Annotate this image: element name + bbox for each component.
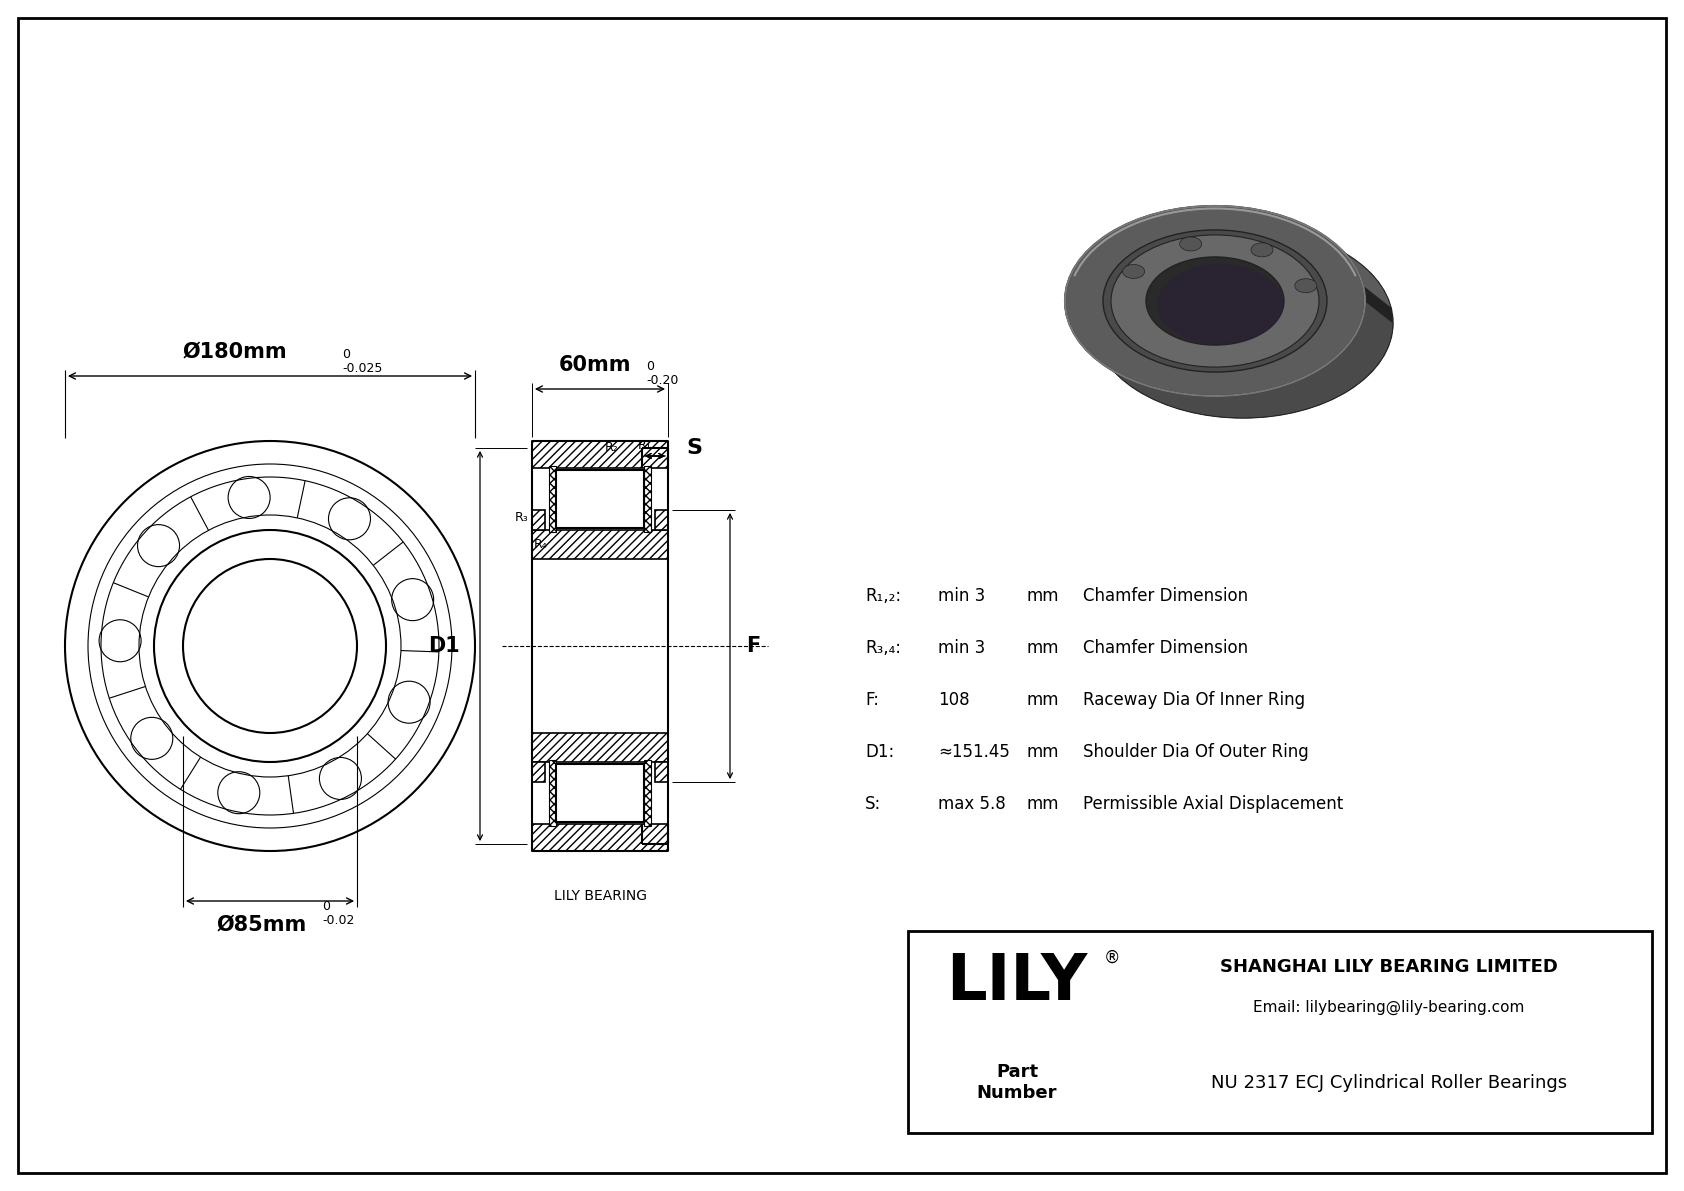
Ellipse shape xyxy=(1157,264,1283,344)
Text: Chamfer Dimension: Chamfer Dimension xyxy=(1083,587,1248,605)
Text: R₄: R₄ xyxy=(534,538,547,551)
Bar xyxy=(532,441,669,468)
Bar xyxy=(655,510,669,530)
Text: R₃: R₃ xyxy=(514,511,529,524)
Ellipse shape xyxy=(1295,279,1317,293)
Text: -0.20: -0.20 xyxy=(647,374,679,387)
Bar xyxy=(532,510,546,530)
Text: 0: 0 xyxy=(647,361,653,374)
Text: D1:: D1: xyxy=(866,743,894,761)
Text: -0.025: -0.025 xyxy=(342,362,382,374)
Bar xyxy=(532,732,669,762)
Text: 0: 0 xyxy=(342,348,350,361)
Text: D1: D1 xyxy=(428,636,460,656)
Text: 0: 0 xyxy=(322,900,330,913)
Text: mm: mm xyxy=(1027,743,1059,761)
Text: R₃,₄:: R₃,₄: xyxy=(866,640,901,657)
Text: Email: lilybearing@lily-bearing.com: Email: lilybearing@lily-bearing.com xyxy=(1253,1000,1524,1016)
Polygon shape xyxy=(1073,301,1393,418)
Text: Ø180mm: Ø180mm xyxy=(182,342,288,362)
Text: LILY: LILY xyxy=(946,950,1088,1012)
Text: ®: ® xyxy=(1105,948,1120,967)
Polygon shape xyxy=(1068,206,1391,308)
Text: 60mm: 60mm xyxy=(559,355,632,375)
Text: R₂: R₂ xyxy=(605,441,618,454)
Text: F:: F: xyxy=(866,691,879,709)
Ellipse shape xyxy=(1123,264,1145,279)
Text: mm: mm xyxy=(1027,640,1059,657)
Ellipse shape xyxy=(1180,237,1202,251)
Bar xyxy=(908,931,1652,1133)
Text: Ø85mm: Ø85mm xyxy=(217,915,306,935)
Text: mm: mm xyxy=(1027,587,1059,605)
Bar xyxy=(556,470,643,528)
Text: 108: 108 xyxy=(938,691,970,709)
Bar xyxy=(655,762,669,782)
Bar xyxy=(532,824,669,852)
Bar xyxy=(549,466,556,532)
Text: S:: S: xyxy=(866,796,881,813)
Bar xyxy=(532,530,669,559)
Bar xyxy=(643,466,652,532)
Text: Part
Number: Part Number xyxy=(977,1064,1058,1102)
Text: ≈151.45: ≈151.45 xyxy=(938,743,1010,761)
Text: S: S xyxy=(685,438,702,459)
Text: R₁: R₁ xyxy=(638,439,652,453)
Text: Raceway Dia Of Inner Ring: Raceway Dia Of Inner Ring xyxy=(1083,691,1305,709)
Bar xyxy=(549,760,556,827)
Bar xyxy=(643,760,652,827)
Text: F: F xyxy=(746,636,759,656)
Ellipse shape xyxy=(1064,206,1366,395)
Ellipse shape xyxy=(1147,257,1283,345)
Text: min 3: min 3 xyxy=(938,587,985,605)
Ellipse shape xyxy=(1111,235,1319,367)
Text: mm: mm xyxy=(1027,796,1059,813)
Text: max 5.8: max 5.8 xyxy=(938,796,1005,813)
Text: R₁,₂:: R₁,₂: xyxy=(866,587,901,605)
Text: Shoulder Dia Of Outer Ring: Shoulder Dia Of Outer Ring xyxy=(1083,743,1308,761)
Text: SHANGHAI LILY BEARING LIMITED: SHANGHAI LILY BEARING LIMITED xyxy=(1221,959,1558,977)
Bar xyxy=(532,762,546,782)
Bar xyxy=(556,763,643,822)
Text: mm: mm xyxy=(1027,691,1059,709)
Ellipse shape xyxy=(1251,243,1273,257)
Text: NU 2317 ECJ Cylindrical Roller Bearings: NU 2317 ECJ Cylindrical Roller Bearings xyxy=(1211,1073,1568,1091)
Text: LILY BEARING: LILY BEARING xyxy=(554,888,647,903)
Text: Permissible Axial Displacement: Permissible Axial Displacement xyxy=(1083,796,1344,813)
Ellipse shape xyxy=(1093,227,1393,418)
Text: min 3: min 3 xyxy=(938,640,985,657)
Ellipse shape xyxy=(1103,230,1327,372)
Text: Chamfer Dimension: Chamfer Dimension xyxy=(1083,640,1248,657)
Text: -0.02: -0.02 xyxy=(322,915,354,928)
